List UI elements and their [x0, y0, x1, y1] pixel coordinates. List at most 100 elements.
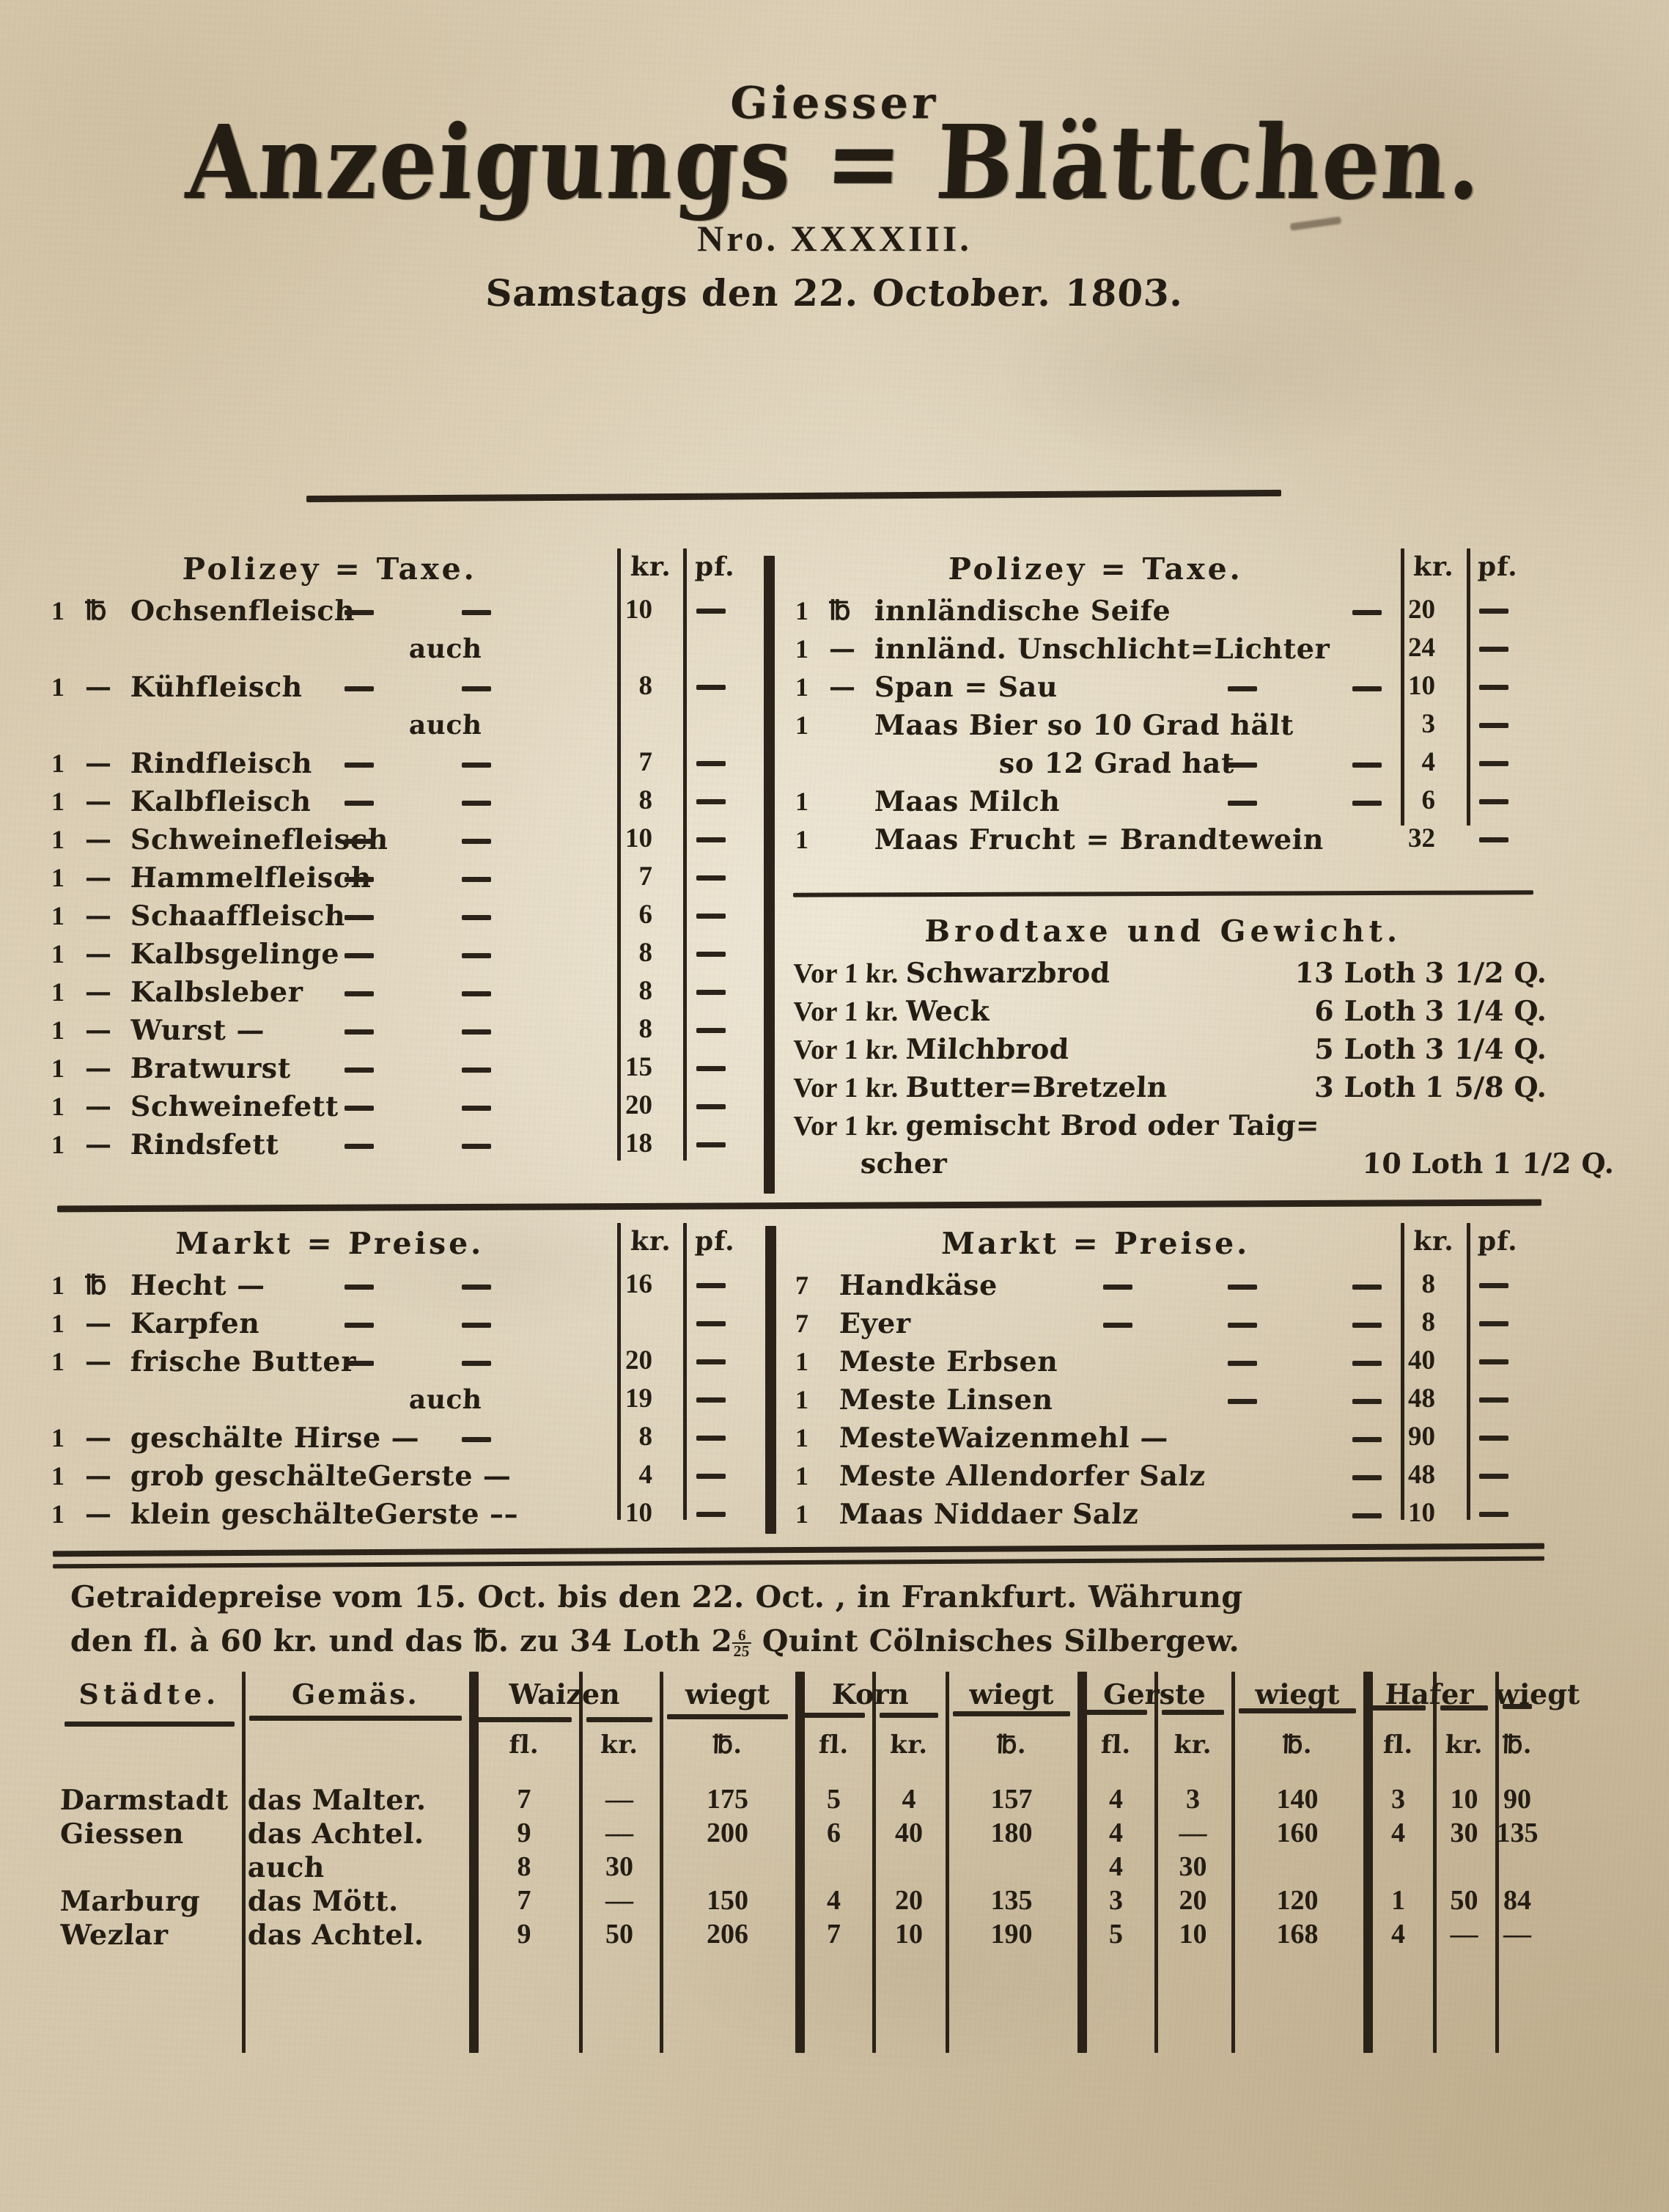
price-kr: 4 — [1421, 747, 1436, 777]
price-quantity: 1 — [51, 1054, 65, 1083]
price-unit: — — [85, 900, 112, 931]
grain-header-underline — [1085, 1710, 1147, 1715]
price-quantity: 7 — [795, 1271, 808, 1300]
price-row-alt: auch — [51, 632, 755, 666]
grain-cell-hafer-weight: — — [1503, 1919, 1531, 1950]
price-filler-dash — [1352, 1285, 1382, 1290]
price-quantity: 1 — [795, 596, 808, 625]
center-divider-market — [765, 1226, 776, 1534]
grain-cell-gerste-fl: 3 — [1109, 1885, 1123, 1916]
grain-cell-waizen-kr: — — [605, 1885, 633, 1916]
price-row: 1 — Rindfleisch 7 — [51, 746, 755, 781]
grain-header-underline — [586, 1717, 652, 1722]
grain-cell-korn-kr: 20 — [895, 1885, 923, 1916]
price-item-name: Maas Niddaer Salz — [839, 1497, 1140, 1530]
price-unit: ℔ — [829, 595, 851, 626]
price-item-name: Kalbsgelinge — [130, 937, 341, 970]
price-filler-dash — [1228, 1399, 1257, 1404]
grain-fraction: 6 25 — [732, 1626, 752, 1660]
price-kr: 8 — [638, 976, 653, 1006]
police-tax-right-pf-header: pf. — [1477, 551, 1519, 582]
price-quantity: 1 — [795, 1499, 808, 1529]
grain-header-underline — [65, 1722, 235, 1727]
bread-tax-prefix: Vor 1 kr. — [792, 1073, 907, 1103]
price-item-name: Meste Erbsen — [839, 1345, 1059, 1378]
price-row: 1 Meste Allendorfer Salz 48 — [795, 1459, 1536, 1493]
bread-tax-quint: 3 1/4 Q. — [1424, 1032, 1548, 1065]
price-quantity: 1 — [51, 749, 65, 778]
price-filler-dash — [345, 1029, 374, 1035]
price-filler-dash — [462, 1068, 491, 1073]
price-unit: — — [85, 1129, 112, 1160]
price-pf-dash — [1479, 685, 1508, 690]
grain-col-header: wiegt — [968, 1678, 1055, 1711]
bread-tax-row: scher 10 Loth 1 1/2 Q. — [860, 1147, 1615, 1180]
price-unit: — — [85, 1308, 112, 1339]
price-pf-dash — [696, 1397, 726, 1403]
price-filler-dash — [462, 1437, 491, 1442]
bread-tax-weight: 6 Loth — [1314, 994, 1417, 1027]
grain-col-header: Gemäs. — [291, 1678, 420, 1711]
grain-col-header: wiegt — [1254, 1678, 1341, 1711]
price-filler-dash — [345, 686, 374, 691]
price-kr: 32 — [1408, 823, 1435, 853]
price-row: 1 Maas Milch 6 — [795, 785, 1536, 819]
price-item-name: klein geschälteGerste –– — [130, 1497, 520, 1530]
grain-cell-hafer-kr: 50 — [1450, 1885, 1478, 1916]
price-unit: — — [85, 1422, 112, 1453]
grain-col-divider-major — [469, 1672, 479, 2053]
price-row: 1 — klein geschälteGerste –– 10 — [51, 1497, 755, 1532]
price-filler-dash — [462, 877, 491, 882]
grain-cell-hafer-kr: — — [1450, 1919, 1478, 1950]
price-kr: 8 — [1421, 1269, 1436, 1299]
market-left-table: Markt = Preise. kr. pf. 1 ℔ Hecht — 16 1 — Kar… — [51, 1223, 755, 1534]
grain-header-underline — [1503, 1704, 1532, 1709]
grain-subcol-header: ℔. — [712, 1730, 743, 1760]
bread-tax-weight: 10 Loth — [1361, 1147, 1484, 1180]
price-filler-dash — [462, 991, 491, 996]
grain-cell-gerste-kr: 30 — [1179, 1851, 1207, 1882]
price-unit: — — [829, 633, 856, 664]
grain-cell-waizen-weight: 206 — [707, 1919, 748, 1950]
grain-cell-gerste-weight: 168 — [1276, 1919, 1319, 1950]
price-item-name: Kalbfleisch — [130, 785, 312, 817]
bread-tax-weight: 13 Loth — [1294, 956, 1417, 989]
grain-cell-korn-kr: 4 — [902, 1784, 916, 1815]
bread-tax-item: gemischt Brod oder Taig= — [904, 1109, 1320, 1142]
alt-price-label: auch — [408, 710, 483, 741]
grain-cell-korn-fl: 7 — [827, 1919, 841, 1950]
price-kr: 7 — [638, 747, 653, 777]
grain-col-divider — [872, 1672, 876, 2053]
price-filler-dash — [1352, 1361, 1382, 1366]
grain-subcol-header: ℔. — [1281, 1730, 1314, 1760]
price-item-name: Meste Allendorfer Salz — [839, 1459, 1206, 1492]
price-filler-dash — [1352, 801, 1382, 806]
price-filler-dash — [1352, 1513, 1382, 1518]
price-kr: 10 — [1408, 1498, 1435, 1528]
grain-subcol-header: ℔. — [1501, 1730, 1533, 1760]
grain-cell-hafer-fl: 1 — [1391, 1885, 1405, 1916]
price-pf-dash — [696, 837, 726, 842]
price-item-name: frische Butter — [130, 1345, 357, 1378]
grain-cell-korn-fl: 5 — [827, 1784, 841, 1815]
bread-tax-weight: 3 Loth — [1314, 1070, 1417, 1103]
bread-tax-block: Brodtaxe und Gewicht. Vor 1 kr. Schwarzb… — [792, 914, 1615, 1180]
price-filler-dash — [1352, 1475, 1382, 1480]
grain-row-measure: das Mött. — [247, 1884, 399, 1917]
market-right-table: Markt = Preise. kr. pf. 7 Handkäse 8 7 Eyer 8… — [795, 1223, 1536, 1534]
market-left-title: Markt = Preise. — [174, 1226, 485, 1261]
price-filler-dash — [345, 1323, 374, 1328]
price-quantity: 1 — [51, 1092, 65, 1121]
police-tax-right-title: Polizey = Taxe. — [948, 551, 1244, 587]
grain-row-measure: das Achtel. — [247, 1918, 425, 1951]
price-kr: 8 — [1421, 1307, 1436, 1337]
grain-cell-gerste-kr: 10 — [1179, 1919, 1207, 1950]
price-item-name: MesteWaizenmehl — — [839, 1421, 1169, 1454]
price-pf-dash — [1479, 1474, 1508, 1479]
price-item-name: Kühfleisch — [130, 670, 303, 703]
price-pf-dash — [1479, 799, 1508, 804]
price-pf-dash — [696, 1512, 726, 1517]
price-pf-dash — [696, 1436, 726, 1441]
grain-cell-korn-weight: 180 — [990, 1818, 1033, 1848]
price-kr: 18 — [625, 1128, 652, 1158]
